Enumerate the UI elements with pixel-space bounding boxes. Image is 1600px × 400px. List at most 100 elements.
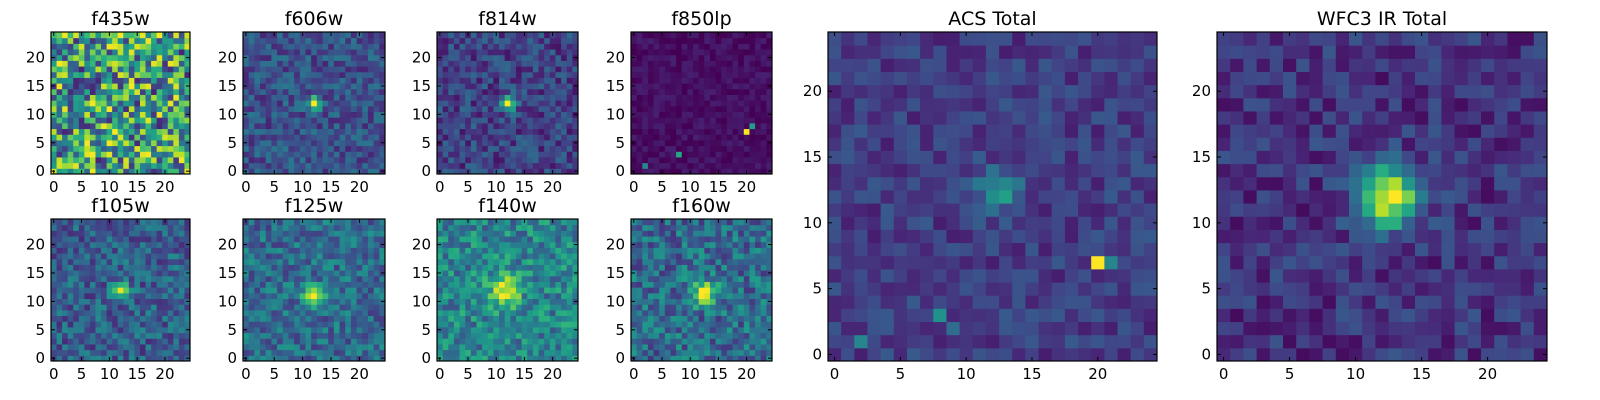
heatmap-cell <box>350 355 358 362</box>
heatmap-cell <box>288 168 295 175</box>
heatmap-cell <box>243 343 250 351</box>
heatmap-cell <box>248 332 255 339</box>
heatmap-cell <box>676 111 683 118</box>
heatmap-cell <box>151 270 158 277</box>
heatmap-cell <box>487 281 494 288</box>
heatmap-cell <box>95 145 102 152</box>
heatmap-cell <box>544 111 551 118</box>
heatmap-cell <box>499 54 506 61</box>
heatmap-cell <box>448 105 455 113</box>
heatmap-cell <box>62 43 69 50</box>
heatmap-cell <box>561 145 568 152</box>
heatmap-cell <box>687 139 694 147</box>
heatmap-cell <box>732 111 739 118</box>
heatmap-cell <box>145 275 152 282</box>
heatmap-cell <box>322 128 329 135</box>
heatmap-cell <box>328 134 335 141</box>
heatmap-cell <box>106 122 113 130</box>
heatmap-cell <box>73 49 80 56</box>
heatmap-cell <box>642 151 649 158</box>
heatmap-cell <box>89 321 96 328</box>
heatmap-cell <box>693 145 700 152</box>
heatmap-cell <box>561 105 568 113</box>
heatmap-cell <box>561 304 568 311</box>
heatmap-cell <box>328 105 335 113</box>
heatmap-cell <box>631 145 638 152</box>
heatmap-cell <box>527 100 534 107</box>
heatmap-cell <box>123 162 130 169</box>
heatmap-cell <box>521 156 528 164</box>
heatmap-cell <box>437 43 444 50</box>
heatmap-cell <box>379 332 386 339</box>
heatmap-cell <box>544 162 551 169</box>
heatmap-cell <box>305 151 312 158</box>
heatmap-cell <box>333 105 341 113</box>
heatmap-cell <box>572 88 579 95</box>
heatmap-cell <box>95 304 102 311</box>
heatmap-cell <box>123 139 130 147</box>
heatmap-cell <box>339 247 346 254</box>
heatmap-cell <box>721 100 728 107</box>
heatmap-cell <box>549 151 556 158</box>
heatmap-cell <box>184 43 191 50</box>
heatmap-cell <box>362 168 369 175</box>
heatmap-cell <box>698 338 705 345</box>
heatmap-cell <box>173 219 180 226</box>
heatmap-cell <box>78 253 85 260</box>
heatmap-cell <box>766 134 773 141</box>
heatmap-cell <box>698 287 705 294</box>
heatmap-cell <box>676 139 683 147</box>
heatmap-cell <box>271 332 278 339</box>
heatmap-cell <box>173 162 180 169</box>
heatmap-cell <box>510 219 517 226</box>
heatmap-cell <box>555 236 562 243</box>
heatmap-cell <box>766 275 773 282</box>
heatmap-cell <box>738 32 745 39</box>
heatmap-cell <box>322 156 329 164</box>
heatmap-cell <box>459 326 466 334</box>
heatmap-cell <box>139 309 147 317</box>
heatmap-cell <box>89 60 96 67</box>
heatmap-cell <box>555 128 562 135</box>
heatmap-cell <box>254 151 261 158</box>
heatmap-cell <box>134 281 141 288</box>
heatmap-cell <box>184 332 191 339</box>
heatmap-cell <box>356 105 363 113</box>
heatmap-cell <box>367 37 375 44</box>
heatmap-cell <box>566 117 573 124</box>
heatmap-cell <box>647 83 655 90</box>
heatmap-cell <box>89 77 96 84</box>
heatmap-cell <box>515 236 523 243</box>
heatmap-cell <box>631 304 638 311</box>
heatmap-cell <box>510 105 517 113</box>
heatmap-cell <box>112 43 119 50</box>
heatmap-cell <box>659 100 666 107</box>
heatmap-cell <box>487 32 494 39</box>
heatmap-cell <box>134 66 141 73</box>
heatmap-cell <box>156 338 163 345</box>
axes-frame <box>436 218 579 362</box>
heatmap-cell <box>123 241 130 248</box>
heatmap-cell <box>271 224 278 231</box>
heatmap-cell <box>51 321 58 328</box>
heatmap-cell <box>277 77 284 84</box>
heatmap-cell <box>73 32 80 39</box>
heatmap-cell <box>749 338 756 345</box>
heatmap-cell <box>339 100 346 107</box>
heatmap-cell <box>549 128 556 135</box>
heatmap-cell <box>184 315 191 322</box>
heatmap-cell <box>379 71 386 78</box>
heatmap-cell <box>487 253 494 260</box>
heatmap-cell <box>243 105 250 113</box>
heatmap-cell <box>139 236 147 243</box>
heatmap-cell <box>333 156 341 164</box>
heatmap-cell <box>647 77 655 84</box>
heatmap-cell <box>254 343 261 351</box>
heatmap-cell <box>254 309 261 317</box>
heatmap-cell <box>749 77 756 84</box>
heatmap-cell <box>248 156 255 164</box>
heatmap-cell <box>743 162 750 169</box>
heatmap-cell <box>89 292 96 300</box>
heatmap-cell <box>521 111 528 118</box>
heatmap-cell <box>437 264 444 271</box>
